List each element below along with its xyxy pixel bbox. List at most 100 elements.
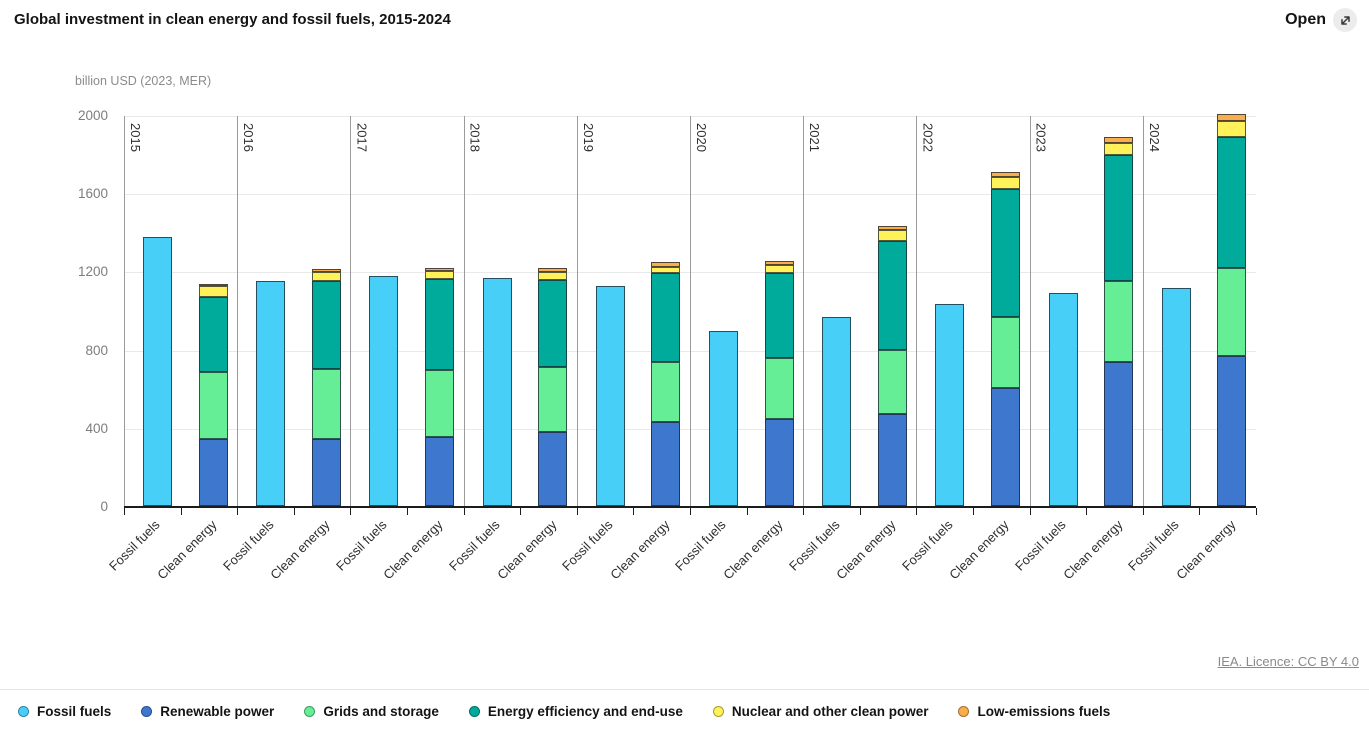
bar-clean-energy-2020-nuclear-and-other-clean-power[interactable] xyxy=(764,265,794,273)
legend-item-grids-and-storage[interactable]: Grids and storage xyxy=(304,704,439,719)
x-axis-tick xyxy=(1029,508,1031,515)
bar-clean-energy-2020-low-emissions-fuels[interactable] xyxy=(764,261,794,266)
x-axis-tick xyxy=(1142,508,1144,515)
bar-clean-energy-2019-energy-efficiency-and-end-use[interactable] xyxy=(651,273,681,363)
x-axis-tick xyxy=(463,508,465,515)
bar-clean-energy-2019-renewable-power[interactable] xyxy=(651,421,681,506)
x-axis-tick xyxy=(916,508,918,515)
bar-clean-energy-2016-renewable-power[interactable] xyxy=(311,438,341,506)
bar-fossil-fuels-2020[interactable] xyxy=(709,330,738,506)
x-axis-category-labels: Fossil fuels Clean energy Fossil fuels Clea… xyxy=(106,507,1256,597)
legend-dot-icon xyxy=(468,706,480,717)
bar-clean-energy-2017-grids-and-storage[interactable] xyxy=(424,369,454,438)
x-axis-tick xyxy=(1086,508,1088,515)
bar-clean-energy-2015-energy-efficiency-and-end-use[interactable] xyxy=(198,296,228,373)
year-label: 2024 xyxy=(1146,123,1162,152)
bar-clean-energy-2023-energy-efficiency-and-end-use[interactable] xyxy=(1104,155,1134,282)
plot-area: 2015 2016 2017 2018 2019 2020 2021 2022 2023 2024 xyxy=(124,114,1257,515)
bar-clean-energy-2016-grids-and-storage[interactable] xyxy=(311,369,341,439)
x-axis-tick xyxy=(576,508,578,515)
x-axis-tick xyxy=(1199,508,1201,515)
bar-clean-energy-2024-energy-efficiency-and-end-use[interactable] xyxy=(1217,137,1247,268)
license-link[interactable]: IEA. Licence: CC BY 4.0 xyxy=(1217,654,1359,669)
bar-clean-energy-2018-renewable-power[interactable] xyxy=(538,431,568,506)
bar-clean-energy-2017-nuclear-and-other-clean-power[interactable] xyxy=(424,271,454,280)
bar-clean-energy-2023-grids-and-storage[interactable] xyxy=(1104,281,1134,362)
bar-fossil-fuels-2017[interactable] xyxy=(369,275,399,506)
bar-clean-energy-2019-low-emissions-fuels[interactable] xyxy=(651,262,681,267)
bar-fossil-fuels-2019[interactable] xyxy=(595,286,625,506)
year-label: 2020 xyxy=(694,123,709,152)
bar-clean-energy-2020-grids-and-storage[interactable] xyxy=(764,358,794,419)
bar-fossil-fuels-2023[interactable] xyxy=(1048,292,1078,506)
year-separator xyxy=(1029,116,1031,507)
bar-clean-energy-2022-grids-and-storage[interactable] xyxy=(990,316,1020,389)
open-button[interactable]: Open xyxy=(1285,8,1357,32)
bar-clean-energy-2022-nuclear-and-other-clean-power[interactable] xyxy=(990,177,1020,189)
y-tick-label: 800 xyxy=(85,342,108,358)
legend-dot-icon xyxy=(18,706,29,717)
bar-clean-energy-2024-low-emissions-fuels[interactable] xyxy=(1217,114,1247,122)
year-label: 2022 xyxy=(920,123,936,152)
bar-fossil-fuels-2018[interactable] xyxy=(482,277,512,506)
bar-fossil-fuels-2021[interactable] xyxy=(822,317,852,506)
bar-clean-energy-2021-renewable-power[interactable] xyxy=(877,413,907,506)
bar-clean-energy-2024-nuclear-and-other-clean-power[interactable] xyxy=(1217,121,1247,138)
bar-clean-energy-2021-energy-efficiency-and-end-use[interactable] xyxy=(877,241,907,351)
bar-clean-energy-2016-energy-efficiency-and-end-use[interactable] xyxy=(311,281,341,370)
expand-diagonal-arrow-icon xyxy=(1333,8,1357,32)
bar-fossil-fuels-2016[interactable] xyxy=(256,281,286,506)
bar-clean-energy-2018-grids-and-storage[interactable] xyxy=(538,367,568,432)
y-tick-label: 1200 xyxy=(77,264,108,280)
bar-clean-energy-2015-nuclear-and-other-clean-power[interactable] xyxy=(198,286,228,297)
legend-dot-icon xyxy=(304,706,316,717)
bar-clean-energy-2015-low-emissions-fuels[interactable] xyxy=(198,284,228,287)
bar-clean-energy-2023-renewable-power[interactable] xyxy=(1104,361,1134,506)
x-axis-tick xyxy=(124,508,125,515)
bar-clean-energy-2022-renewable-power[interactable] xyxy=(990,388,1020,506)
bar-clean-energy-2019-grids-and-storage[interactable] xyxy=(651,362,681,422)
bar-clean-energy-2016-nuclear-and-other-clean-power[interactable] xyxy=(311,272,341,282)
bar-clean-energy-2017-low-emissions-fuels[interactable] xyxy=(424,267,454,272)
bar-fossil-fuels-2024[interactable] xyxy=(1161,287,1191,506)
legend-item-nuclear-and-other-clean-power[interactable]: Nuclear and other clean power xyxy=(712,704,928,719)
year-separator xyxy=(350,116,352,507)
bar-clean-energy-2024-renewable-power[interactable] xyxy=(1217,355,1247,506)
bar-clean-energy-2015-renewable-power[interactable] xyxy=(198,438,228,506)
bar-clean-energy-2017-energy-efficiency-and-end-use[interactable] xyxy=(424,279,454,370)
legend-item-fossil-fuels[interactable]: Fossil fuels xyxy=(18,704,111,719)
bar-clean-energy-2020-energy-efficiency-and-end-use[interactable] xyxy=(764,272,794,359)
x-axis-tick xyxy=(973,508,974,515)
legend-items: Fossil fuels Renewable power Grids and sto… xyxy=(0,690,1369,719)
bar-clean-energy-2017-renewable-power[interactable] xyxy=(424,437,454,506)
bar-clean-energy-2018-energy-efficiency-and-end-use[interactable] xyxy=(538,280,568,368)
bar-clean-energy-2023-nuclear-and-other-clean-power[interactable] xyxy=(1104,143,1134,156)
page-title: Global investment in clean energy and fo… xyxy=(14,11,451,28)
legend-item-renewable-power[interactable]: Renewable power xyxy=(141,704,274,719)
x-axis-tick xyxy=(859,508,861,515)
bar-clean-energy-2016-low-emissions-fuels[interactable] xyxy=(311,268,341,273)
bar-clean-energy-2022-energy-efficiency-and-end-use[interactable] xyxy=(990,188,1020,317)
legend-item-low-emissions-fuels[interactable]: Low-emissions fuels xyxy=(958,704,1110,719)
bar-clean-energy-2020-renewable-power[interactable] xyxy=(764,418,794,506)
bar-clean-energy-2015-grids-and-storage[interactable] xyxy=(198,372,228,439)
year-label: 2023 xyxy=(1033,123,1049,152)
bar-clean-energy-2021-grids-and-storage[interactable] xyxy=(877,350,907,414)
legend-item-label: Grids and storage xyxy=(323,704,439,719)
bar-clean-energy-2019-nuclear-and-other-clean-power[interactable] xyxy=(651,266,681,274)
bar-clean-energy-2022-low-emissions-fuels[interactable] xyxy=(990,172,1020,178)
bar-clean-energy-2023-low-emissions-fuels[interactable] xyxy=(1104,137,1134,144)
bar-clean-energy-2018-nuclear-and-other-clean-power[interactable] xyxy=(538,271,568,281)
bar-clean-energy-2018-low-emissions-fuels[interactable] xyxy=(538,267,568,272)
bar-fossil-fuels-2015[interactable] xyxy=(143,237,172,506)
x-axis-tick xyxy=(350,508,352,515)
bar-clean-energy-2021-nuclear-and-other-clean-power[interactable] xyxy=(877,230,907,242)
bar-clean-energy-2024-grids-and-storage[interactable] xyxy=(1217,267,1247,356)
bar-clean-energy-2021-low-emissions-fuels[interactable] xyxy=(877,226,907,231)
year-separator xyxy=(124,116,125,507)
bar-fossil-fuels-2022[interactable] xyxy=(935,304,965,506)
legend-item-energy-efficiency-and-end-use[interactable]: Energy efficiency and end-use xyxy=(468,704,683,719)
y-axis-unit-label: billion USD (2023, MER) xyxy=(75,74,212,88)
year-separator xyxy=(916,116,918,507)
